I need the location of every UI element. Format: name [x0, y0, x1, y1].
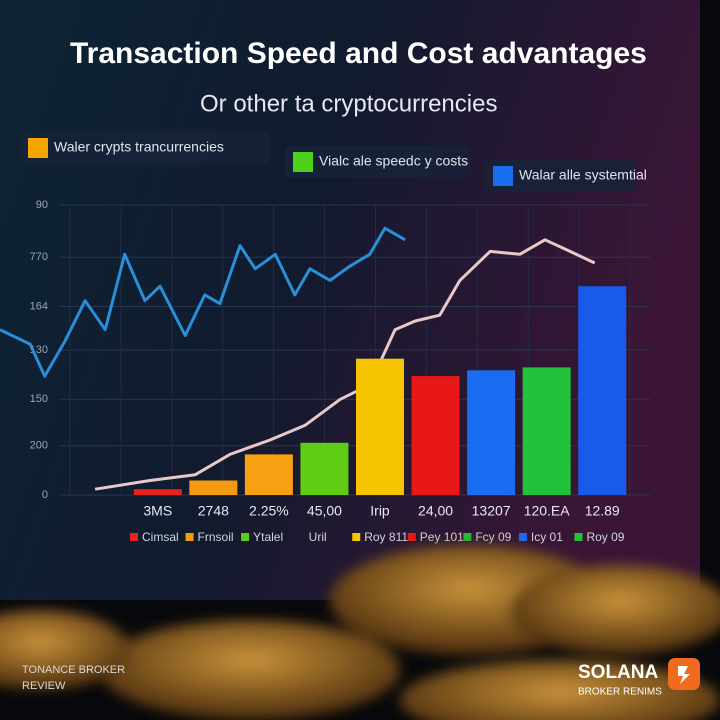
- bar: [300, 442, 349, 495]
- chart-title: Transaction Speed and Cost advantages: [70, 37, 647, 70]
- bottom-legend-swatch: [407, 533, 416, 541]
- bottom-legend-label: Ytalel: [253, 530, 283, 544]
- coin: [400, 660, 720, 720]
- bottom-legend-label: Pey 101: [420, 530, 464, 544]
- legend-label: Vialc ale speedc y costs: [319, 153, 468, 169]
- legend-box: [285, 146, 470, 178]
- bar: [356, 358, 404, 495]
- y-tick-label: 164: [30, 300, 48, 312]
- legend-box: [20, 132, 270, 164]
- bar: [189, 480, 238, 495]
- bar: [467, 370, 516, 495]
- y-tick-label: 200: [30, 440, 48, 452]
- bottom-legend-swatch: [518, 533, 527, 541]
- bottom-legend-swatch: [574, 533, 583, 541]
- y-tick-label: 770: [30, 251, 48, 263]
- bottom-legend-swatch: [241, 533, 250, 541]
- coin: [510, 565, 720, 655]
- coin: [0, 610, 130, 690]
- bottom-legend-label: Fcy 09: [475, 530, 511, 544]
- x-tick-label: 12.89: [585, 503, 620, 519]
- coin: [100, 620, 400, 720]
- x-tick-label: 2748: [198, 503, 229, 519]
- bar: [133, 489, 182, 495]
- bottom-legend-swatch: [463, 533, 472, 541]
- bottom-legend-label: Roy 811: [364, 530, 408, 544]
- legend-swatch: [28, 138, 48, 158]
- legend-swatch: [293, 152, 313, 172]
- chart-subtitle: Or other ta cryptocurrencies: [200, 90, 497, 117]
- bottom-legend-label: Cimsal: [142, 530, 179, 544]
- x-tick-label: 2.25%: [249, 503, 289, 519]
- bottom-legend-swatch: [352, 533, 361, 541]
- x-tick-label: 13207: [472, 503, 511, 519]
- bar: [578, 286, 627, 495]
- legend-label: Walar alle systemtial: [519, 167, 647, 183]
- chart: Transaction Speed and Cost advantages Or…: [0, 37, 650, 544]
- brand-right: SOLANA: [578, 662, 659, 683]
- brand-left-sub: REVIEW: [22, 680, 66, 692]
- y-tick-label: 150: [30, 393, 48, 405]
- line-series: [0, 226, 406, 378]
- legend-label: Waler crypts trancurrencies: [54, 139, 224, 155]
- y-tick-label: 0: [42, 489, 48, 501]
- y-tick-label: 90: [36, 199, 48, 211]
- bottom-legend-swatch: [130, 533, 138, 541]
- x-tick-label: 45,00: [307, 503, 342, 519]
- x-tick-label: 24,00: [418, 503, 453, 519]
- bar: [244, 454, 293, 495]
- line-series: [94, 238, 596, 491]
- bottom-legend-label: Roy 09: [586, 530, 624, 544]
- legend-swatch: [493, 166, 513, 186]
- x-tick-label: 3MS: [143, 503, 172, 519]
- brand-right-sub: BROKER RENIMS: [578, 687, 662, 698]
- bottom-legend-label: Frnsoil: [198, 530, 234, 544]
- bottom-legend-label: Uril: [309, 530, 327, 544]
- brand-left: TONANCE BROKER: [22, 664, 125, 676]
- bottom-legend-swatch: [185, 533, 194, 541]
- legend-box: [485, 160, 635, 192]
- brand-icon-glyph: [678, 666, 690, 684]
- x-tick-label: Irip: [370, 503, 390, 519]
- x-tick-label: 120.EA: [524, 503, 571, 519]
- bottom-legend-label: Icy 01: [531, 530, 563, 544]
- coins: [0, 545, 720, 720]
- bar: [522, 367, 571, 495]
- bar: [411, 376, 460, 495]
